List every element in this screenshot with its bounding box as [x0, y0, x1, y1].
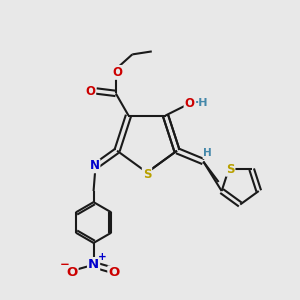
- Text: N: N: [89, 159, 100, 172]
- Text: O: O: [112, 66, 122, 79]
- Text: H: H: [203, 148, 212, 158]
- Text: O: O: [184, 97, 194, 110]
- Text: ·H: ·H: [194, 98, 208, 108]
- Text: S: S: [143, 167, 151, 181]
- Text: −: −: [59, 258, 69, 271]
- Text: S: S: [226, 163, 235, 176]
- Text: +: +: [98, 252, 106, 262]
- Text: O: O: [85, 85, 95, 98]
- Text: O: O: [66, 266, 78, 279]
- Text: N: N: [88, 258, 99, 271]
- Text: O: O: [108, 266, 120, 279]
